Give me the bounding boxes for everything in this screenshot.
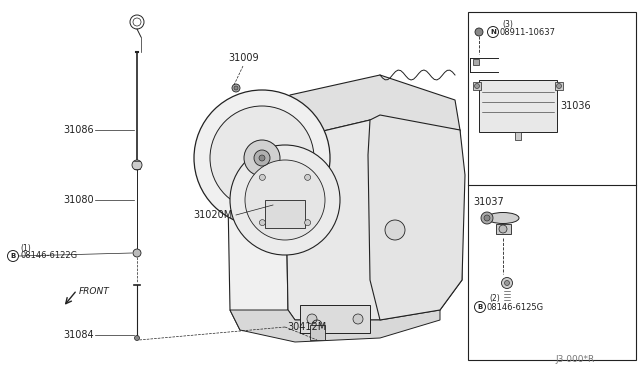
Text: J3 000*R: J3 000*R <box>556 356 595 365</box>
Text: FRONT: FRONT <box>79 288 109 296</box>
Circle shape <box>305 219 310 226</box>
Text: 31037: 31037 <box>473 197 504 207</box>
Circle shape <box>481 212 493 224</box>
Circle shape <box>499 225 507 233</box>
Circle shape <box>133 249 141 257</box>
Circle shape <box>385 220 405 240</box>
Circle shape <box>353 314 363 324</box>
Circle shape <box>230 145 340 255</box>
Polygon shape <box>280 75 460 145</box>
Circle shape <box>307 314 317 324</box>
Circle shape <box>557 83 561 89</box>
Bar <box>468 12 636 360</box>
Text: 31009: 31009 <box>228 53 259 63</box>
Circle shape <box>254 150 270 166</box>
Polygon shape <box>368 115 465 320</box>
Text: (3): (3) <box>502 19 513 29</box>
Bar <box>473 82 481 90</box>
Bar <box>555 82 563 90</box>
Bar <box>300 305 370 333</box>
Text: B: B <box>477 304 483 310</box>
Bar <box>310 325 325 340</box>
Bar <box>473 59 479 65</box>
Polygon shape <box>228 120 288 330</box>
Circle shape <box>232 84 240 92</box>
Text: 08146-6125G: 08146-6125G <box>487 302 544 311</box>
Polygon shape <box>230 310 440 342</box>
Text: (2): (2) <box>489 295 500 304</box>
Circle shape <box>244 140 280 176</box>
Circle shape <box>504 280 509 285</box>
Text: 08146-6122G: 08146-6122G <box>20 251 77 260</box>
Text: 31084: 31084 <box>63 330 94 340</box>
Circle shape <box>194 90 330 226</box>
Text: 30412M: 30412M <box>287 322 326 332</box>
Text: N: N <box>490 29 496 35</box>
Text: 08911-10637: 08911-10637 <box>500 28 556 36</box>
Polygon shape <box>285 120 462 320</box>
Circle shape <box>259 219 266 226</box>
Text: B: B <box>10 253 15 259</box>
Text: 31020M: 31020M <box>193 210 232 220</box>
Circle shape <box>305 174 310 180</box>
Text: 31080: 31080 <box>63 195 94 205</box>
Circle shape <box>259 155 265 161</box>
Circle shape <box>134 336 140 340</box>
Circle shape <box>234 86 238 90</box>
Ellipse shape <box>487 212 519 224</box>
Circle shape <box>475 28 483 36</box>
Circle shape <box>484 215 490 221</box>
Text: 31086: 31086 <box>63 125 94 135</box>
Text: (1): (1) <box>20 244 31 253</box>
Circle shape <box>132 160 142 170</box>
Circle shape <box>210 106 314 210</box>
Bar <box>479 80 557 132</box>
Bar <box>496 224 511 234</box>
Circle shape <box>259 174 266 180</box>
Circle shape <box>474 83 479 89</box>
Circle shape <box>245 160 325 240</box>
Circle shape <box>502 278 513 289</box>
Bar <box>265 200 305 228</box>
Text: 31036: 31036 <box>560 101 591 111</box>
Bar <box>515 132 521 140</box>
